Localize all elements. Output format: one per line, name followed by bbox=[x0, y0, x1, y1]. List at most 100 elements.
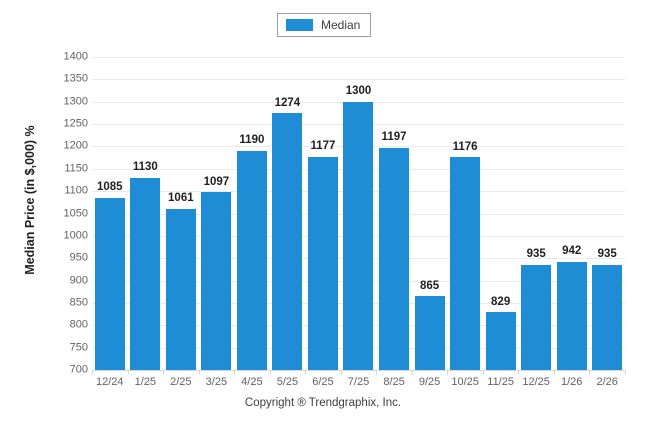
copyright-note: Copyright ® Trendgraphix, Inc. bbox=[244, 397, 402, 409]
bar-value-label: 1085 bbox=[96, 181, 123, 194]
x-axis-ticks: 12/24 1/25 2/25 3/25 4/25 5/25 6/25 7/25 8/25 9/2… bbox=[92, 370, 626, 394]
bar-value-label: 1274 bbox=[274, 96, 301, 109]
bar-slot: 935 bbox=[518, 57, 554, 370]
y-axis-tick-label: 700 bbox=[69, 363, 88, 376]
bar-value-label: 829 bbox=[491, 295, 511, 308]
bar[interactable] bbox=[556, 261, 587, 370]
bar-slot: 935 bbox=[589, 57, 625, 370]
bar[interactable] bbox=[236, 150, 267, 370]
bar[interactable] bbox=[272, 113, 303, 370]
bar-slot: 1177 bbox=[305, 57, 341, 370]
y-axis-tick-label: 1400 bbox=[63, 50, 88, 63]
x-axis-tick-mark bbox=[553, 370, 555, 375]
bar-slot: 1130 bbox=[128, 57, 164, 370]
x-axis-tick-label: 6/25 bbox=[312, 376, 334, 388]
bar-slot: 1274 bbox=[270, 57, 306, 370]
x-axis-tick-label: 9/25 bbox=[418, 376, 441, 388]
x-axis-tick-label: 11/25 bbox=[487, 376, 514, 388]
x-axis-tick-mark bbox=[447, 370, 449, 375]
y-axis-tick-label: 1150 bbox=[64, 162, 88, 175]
bar-value-label: 1300 bbox=[345, 85, 372, 98]
bar[interactable] bbox=[414, 296, 445, 370]
gridline bbox=[92, 79, 625, 81]
x-axis-tick-label: 4/25 bbox=[241, 376, 263, 388]
bar-value-label: 1197 bbox=[381, 131, 407, 144]
x-axis-tick-label: 10/25 bbox=[451, 376, 479, 388]
bar-value-label: 935 bbox=[526, 248, 546, 261]
bar[interactable] bbox=[521, 264, 552, 370]
bar-slot: 1197 bbox=[376, 57, 412, 370]
bar[interactable] bbox=[592, 264, 623, 370]
bar-slot: 1190 bbox=[234, 57, 270, 370]
y-axis-tick-label: 850 bbox=[69, 296, 88, 309]
x-axis-tick-label: 2/26 bbox=[596, 376, 618, 388]
bar-slot: 1085 bbox=[92, 57, 128, 370]
x-axis-tick-label: 1/25 bbox=[134, 376, 157, 388]
x-axis-tick-label: 5/25 bbox=[276, 376, 299, 388]
y-axis-tick-label: 900 bbox=[69, 274, 88, 287]
y-axis-tick-label: 1250 bbox=[63, 117, 88, 130]
x-axis-tick-mark bbox=[198, 370, 200, 375]
bar[interactable] bbox=[165, 208, 196, 370]
bar-series-median: 1085 1130 1061 1097 1190 1274 1177 1300 1197 865 1… bbox=[92, 57, 625, 370]
x-axis-tick-label: 12/24 bbox=[96, 376, 124, 388]
y-axis-ticks: 1400 1350 1300 1250 1200 1150 1100 1050 1000 950 9… bbox=[46, 51, 88, 375]
bar-value-label: 1061 bbox=[168, 192, 194, 205]
legend-label-median: Median bbox=[321, 18, 361, 32]
bar-slot: 829 bbox=[483, 57, 519, 370]
chart-legend[interactable]: Median bbox=[277, 13, 372, 37]
y-axis-tick-label: 800 bbox=[69, 318, 88, 331]
bar-slot: 1176 bbox=[447, 57, 483, 370]
x-axis-tick-label: 2/25 bbox=[170, 376, 192, 388]
y-axis-tick-label: 1350 bbox=[63, 72, 88, 85]
bar-value-label: 942 bbox=[562, 245, 582, 258]
y-axis-tick-label: 1100 bbox=[64, 184, 88, 197]
bar-slot: 942 bbox=[554, 57, 590, 370]
x-axis-tick-mark bbox=[340, 370, 342, 375]
bar-value-label: 1177 bbox=[310, 140, 336, 153]
x-axis-tick-mark bbox=[92, 370, 93, 375]
x-axis-tick-mark bbox=[518, 370, 520, 375]
bar-value-label: 1190 bbox=[239, 134, 265, 147]
bar-value-label: 1176 bbox=[452, 140, 478, 153]
x-axis-tick-mark bbox=[234, 370, 236, 375]
x-axis-tick-mark bbox=[411, 370, 413, 375]
x-axis-tick-mark bbox=[589, 370, 591, 375]
x-axis-tick-mark bbox=[127, 370, 129, 375]
y-axis-title: Median Price (in $,000) % bbox=[23, 125, 37, 275]
bar-value-label: 1097 bbox=[203, 175, 230, 188]
x-axis-tick-label: 8/25 bbox=[383, 376, 405, 388]
bar-slot: 1061 bbox=[163, 57, 199, 370]
x-axis-tick-mark bbox=[625, 370, 626, 375]
bar-value-label: 1130 bbox=[132, 161, 158, 174]
bar[interactable] bbox=[94, 197, 125, 370]
bar-slot: 1097 bbox=[199, 57, 235, 370]
bar-value-label: 865 bbox=[419, 279, 440, 292]
x-axis-tick-label: 1/26 bbox=[560, 376, 583, 388]
y-axis-tick-label: 1000 bbox=[63, 229, 88, 242]
bar[interactable] bbox=[343, 101, 374, 370]
x-axis-tick-mark bbox=[163, 370, 165, 375]
x-axis-tick-mark bbox=[305, 370, 307, 375]
x-axis-tick-mark bbox=[269, 370, 271, 375]
y-axis-tick-label: 1050 bbox=[63, 207, 88, 219]
bar[interactable] bbox=[379, 147, 410, 370]
gridline bbox=[92, 57, 625, 58]
bar-slot: 1300 bbox=[341, 57, 377, 370]
bar-slot: 865 bbox=[412, 57, 448, 370]
x-axis-tick-label: 12/25 bbox=[522, 376, 550, 388]
x-axis-tick-label: 3/25 bbox=[205, 376, 228, 388]
bar[interactable] bbox=[130, 177, 161, 370]
y-axis-tick-label: 1200 bbox=[63, 139, 88, 152]
bar[interactable] bbox=[485, 312, 516, 370]
y-axis-tick-label: 950 bbox=[69, 251, 88, 264]
x-axis-line bbox=[92, 370, 625, 371]
bar[interactable] bbox=[201, 192, 232, 370]
y-axis-tick-label: 750 bbox=[69, 341, 88, 354]
legend-swatch-median bbox=[286, 19, 313, 31]
y-axis-tick-label: 1300 bbox=[63, 95, 88, 108]
bar[interactable] bbox=[307, 156, 338, 370]
bar-value-label: 935 bbox=[597, 248, 617, 261]
bar[interactable] bbox=[450, 157, 481, 370]
